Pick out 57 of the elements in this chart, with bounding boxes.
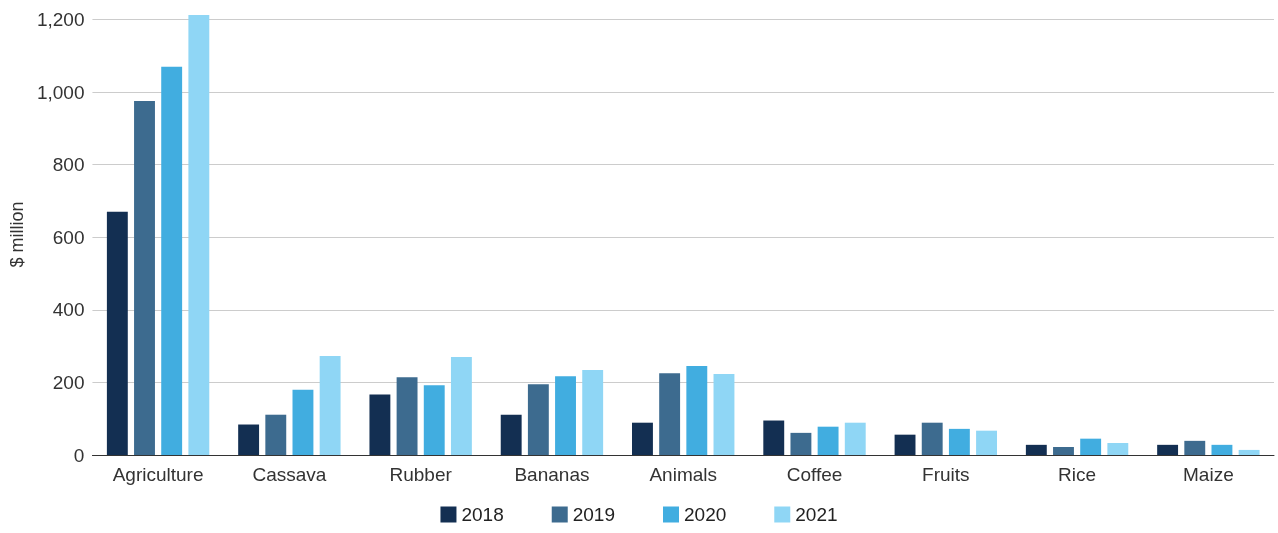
bar [450,357,472,455]
bar [319,355,341,455]
bar [894,434,916,455]
bar [396,377,418,455]
x-tick-label: Rice [1058,464,1097,485]
x-tick-label: Coffee [786,464,843,485]
bar [1107,443,1129,455]
bar [292,389,314,455]
bar [1025,444,1047,455]
bar [1238,449,1260,455]
legend-label: 2021 [795,504,838,525]
bar [763,420,785,455]
x-tick-label: Animals [649,464,718,485]
y-tick-label: 1,200 [36,8,85,30]
bar [632,422,653,455]
bar [500,414,522,455]
bar [1211,444,1233,455]
bar [790,432,812,455]
bar [1053,447,1074,455]
bar [161,66,183,455]
y-axis-title: $ million [7,201,27,268]
bar [423,385,445,455]
bar [713,374,735,455]
bar [1184,440,1206,455]
bar [686,366,708,455]
y-tick-label: 1,000 [36,81,85,103]
bar [582,370,604,455]
y-tick-label: 400 [52,299,85,321]
y-tick-label: 0 [73,444,85,466]
bar [1080,438,1102,455]
bar [948,428,970,455]
bar [817,426,839,455]
legend-label: 2018 [461,504,504,525]
bar [369,394,391,455]
legend-label: 2019 [572,504,616,525]
bar [976,430,997,455]
x-tick-label: Maize [1183,464,1234,485]
x-tick-label: Rubber [389,464,453,485]
bar [659,373,681,455]
bar [188,15,210,455]
y-tick-label: 800 [52,154,85,176]
bar [134,101,155,455]
bar [527,384,549,455]
x-tick-label: Agriculture [112,464,204,485]
bar [555,376,576,455]
bar [921,422,943,455]
bar [265,414,287,455]
bar [844,422,866,455]
x-tick-label: Cassava [252,464,327,485]
y-tick-label: 200 [52,371,85,393]
bar [106,211,128,455]
x-tick-label: Bananas [514,464,590,485]
bar [238,424,260,455]
y-tick-label: 600 [52,226,85,248]
bar [1157,444,1179,455]
x-tick-label: Fruits [922,464,970,485]
legend-label: 2020 [684,504,727,525]
